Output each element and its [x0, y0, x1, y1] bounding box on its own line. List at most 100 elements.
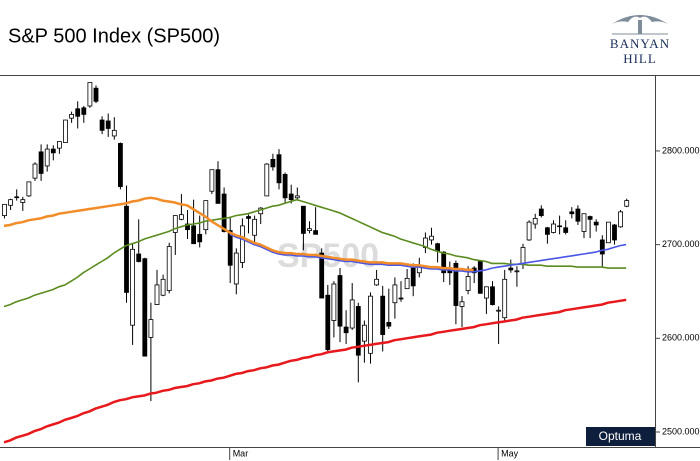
moving-average-line: [229, 233, 627, 273]
candle-body: [319, 252, 325, 299]
candle-body: [148, 319, 154, 338]
candle-body: [142, 258, 148, 357]
candle-body: [75, 108, 81, 117]
candle-body: [331, 283, 337, 321]
candle-body: [404, 277, 410, 290]
candle-body: [526, 221, 532, 241]
candle-body: [361, 324, 367, 342]
candle-body: [563, 227, 569, 233]
logo-trunk: [638, 20, 642, 34]
candle-body: [276, 154, 282, 184]
badge: Optuma: [586, 427, 655, 446]
candle-body: [14, 196, 20, 199]
candle-body: [252, 218, 258, 236]
candle-body: [551, 223, 556, 233]
y-tick-label: 2600.000: [662, 333, 700, 343]
badge-text: Optuma: [599, 429, 642, 443]
candle-body: [392, 284, 398, 304]
candle-body: [410, 267, 416, 287]
candle-body: [429, 235, 434, 241]
candle-body: [612, 224, 617, 241]
candle-body: [606, 221, 611, 244]
y-tick-label: 2700.000: [662, 239, 700, 249]
candle-body: [124, 205, 129, 293]
candle-body: [441, 251, 447, 274]
candle-body: [185, 223, 190, 231]
candle-body: [477, 261, 483, 294]
x-tick-label: Mar: [233, 448, 249, 458]
candle-body: [111, 129, 117, 137]
candle-body: [490, 286, 495, 305]
candle-body: [502, 278, 508, 319]
candle-body: [538, 208, 544, 216]
candle-body: [26, 181, 32, 197]
candle-body: [197, 233, 203, 243]
candle-body: [44, 148, 50, 167]
y-tick-label: 2500.000: [662, 426, 700, 436]
candle-body: [221, 193, 227, 232]
candle-body: [587, 216, 593, 220]
candle-body: [130, 248, 136, 326]
candle-body: [514, 270, 520, 273]
candle-body: [270, 158, 276, 168]
candle-body: [483, 286, 489, 299]
badge-box: [586, 427, 655, 446]
candle-body: [557, 225, 562, 228]
candle-body: [355, 306, 361, 356]
candle-body: [618, 211, 623, 228]
candle-body: [520, 247, 526, 265]
candle-body: [20, 199, 26, 203]
candle-body: [569, 211, 575, 215]
chart-title: S&P 500 Index (SP500): [8, 25, 220, 47]
candle-body: [459, 301, 465, 307]
candle-body: [575, 208, 581, 222]
candle-body: [105, 120, 111, 129]
candle-body: [435, 243, 441, 252]
candle-body: [325, 294, 331, 350]
candle-body: [215, 169, 221, 204]
candle-body: [191, 225, 197, 245]
candle-body: [136, 253, 142, 262]
candle-body: [508, 267, 514, 271]
moving-average-line: [3, 196, 474, 272]
candle-body: [87, 82, 93, 107]
candle-body: [307, 228, 312, 231]
candle-body: [57, 141, 62, 149]
candle-body: [172, 215, 178, 233]
candle-body: [300, 205, 306, 234]
candle-body: [581, 213, 587, 232]
candle-body: [313, 230, 319, 235]
candle-body: [160, 278, 166, 296]
candle-body: [50, 148, 56, 154]
candle-body: [453, 262, 459, 306]
candle-body: [374, 278, 380, 286]
candle-body: [496, 309, 502, 312]
logo-text: HILL: [623, 51, 657, 66]
logo-tree: [612, 15, 668, 24]
candle-body: [81, 107, 87, 115]
candle-body: [99, 119, 105, 131]
y-tick-label: 2800.000: [662, 145, 700, 155]
logo-text: BANYAN: [610, 36, 670, 51]
logo: BANYAN HILL: [610, 15, 670, 66]
candle-body: [63, 119, 68, 143]
candle-body: [545, 227, 550, 235]
candle-body: [38, 151, 44, 174]
candle-body: [118, 143, 123, 187]
candle-body: [343, 326, 349, 334]
candle-body: [233, 252, 239, 285]
candle-body: [154, 284, 160, 305]
candle-body: [294, 195, 300, 199]
moving-average-line: [3, 298, 627, 444]
candle-body: [209, 169, 215, 192]
candle-body: [93, 87, 99, 102]
candle-body: [227, 230, 233, 266]
candle-body: [288, 193, 294, 201]
candle-body: [624, 200, 630, 207]
candle-body: [380, 295, 386, 335]
x-tick-label: May: [501, 448, 519, 458]
candle-body: [386, 321, 392, 327]
